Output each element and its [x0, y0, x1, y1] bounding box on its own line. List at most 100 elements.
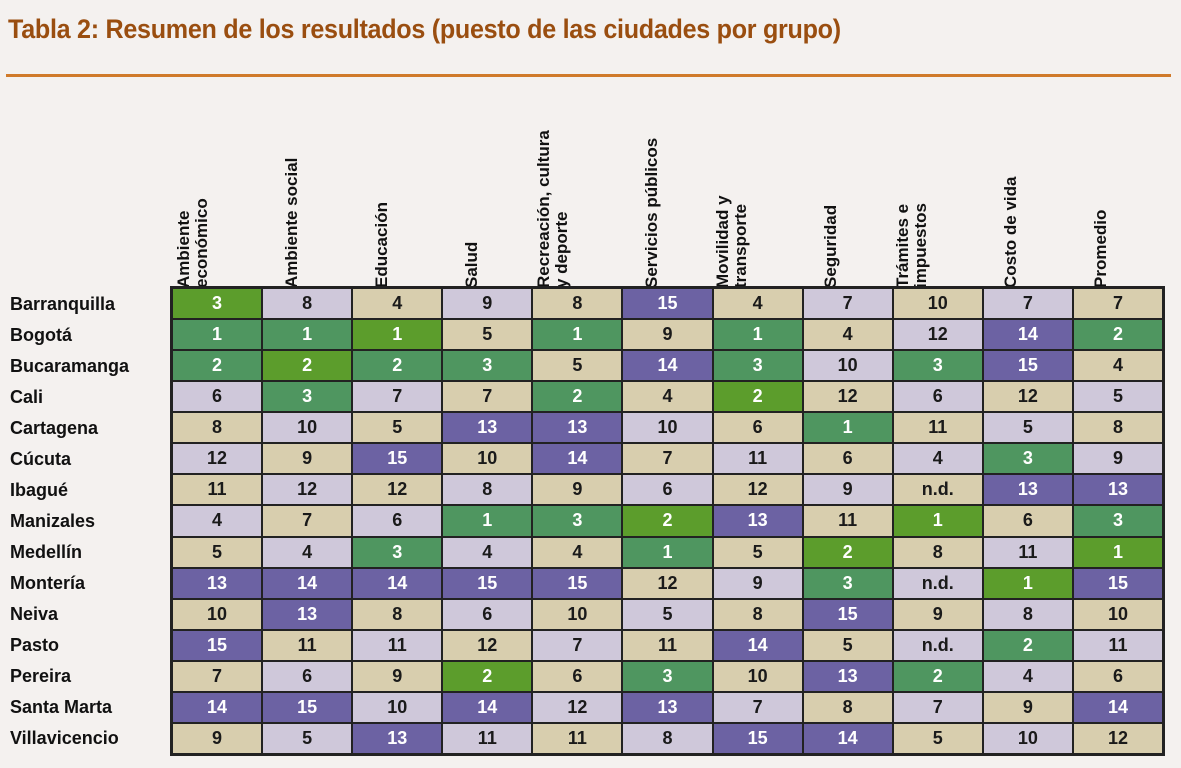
table-cell: 8: [173, 413, 262, 443]
table-cell: 15: [353, 444, 442, 474]
table-cell: 8: [353, 599, 442, 629]
table-cell: 15: [263, 692, 352, 722]
table-cell: 3: [173, 289, 262, 319]
column-header: Recreación, cultura y deporte: [533, 100, 623, 288]
table-cell: 15: [713, 723, 802, 753]
row-city-label: Bucaramanga: [10, 356, 130, 376]
table-cell: 4: [443, 537, 532, 567]
table-cell: 10: [803, 351, 892, 381]
table-cell: 14: [533, 444, 622, 474]
table-cell: 2: [713, 382, 802, 412]
table-cell: 5: [443, 320, 532, 350]
column-header: Ambiente económico: [173, 100, 263, 288]
table-cell: 13: [623, 692, 712, 722]
table-cell: 10: [1073, 599, 1162, 629]
table-cell: 12: [1073, 723, 1162, 753]
column-header: Movilidad y transporte: [712, 100, 802, 288]
column-header-label: Movilidad y transporte: [713, 195, 751, 288]
table-cell: 9: [353, 661, 442, 691]
table-cell: 2: [443, 661, 532, 691]
table-cell: 9: [443, 289, 532, 319]
table-cell: 2: [173, 351, 262, 381]
table-cell: 14: [1073, 692, 1162, 722]
table-cell: 13: [803, 661, 892, 691]
table-cell: n.d.: [893, 630, 982, 660]
row-city-label: Ibagué: [10, 480, 69, 500]
table-cell: 14: [983, 320, 1072, 350]
table-cell: 2: [353, 351, 442, 381]
table-cell: 12: [443, 630, 532, 660]
table-cell: 4: [533, 537, 622, 567]
column-header-label: Servicios públicos: [641, 137, 661, 288]
table-cell: 13: [443, 413, 532, 443]
table-cell: n.d.: [893, 568, 982, 598]
table-cell: 6: [1073, 661, 1162, 691]
table-cell: 12: [353, 475, 442, 505]
table-cell: 11: [983, 537, 1072, 567]
table-cell: 4: [623, 382, 712, 412]
table-cell: 12: [983, 382, 1072, 412]
table-cell: n.d.: [893, 475, 982, 505]
table-cell: 2: [533, 382, 622, 412]
table-cell: 6: [443, 599, 532, 629]
column-header-label: Trámites e impuestos: [893, 202, 931, 288]
row-city-label: Villavicencio: [10, 728, 119, 748]
table-cell: 11: [623, 630, 712, 660]
table-cell: 15: [623, 289, 712, 319]
table-cell: 12: [263, 475, 352, 505]
table-cell: 6: [353, 506, 442, 536]
table-cell: 4: [803, 320, 892, 350]
column-header-label: Ambiente económico: [174, 198, 211, 288]
column-header-label: Recreación, cultura y deporte: [533, 130, 571, 288]
table-cell: 1: [1073, 537, 1162, 567]
table-cell: 7: [533, 630, 622, 660]
table-cell: 15: [803, 599, 892, 629]
table-cell: 12: [803, 382, 892, 412]
table-cell: 12: [713, 475, 802, 505]
table-cell: 11: [1073, 630, 1162, 660]
row-city-label: Medellín: [10, 542, 83, 562]
table-cell: 15: [173, 630, 262, 660]
table-cell: 2: [263, 351, 352, 381]
table-cell: 7: [353, 382, 442, 412]
table-cell: 3: [533, 506, 622, 536]
table-cell: 1: [713, 320, 802, 350]
table-cell: 7: [623, 444, 712, 474]
table-title: Tabla 2: Resumen de los resultados (pues…: [8, 14, 841, 44]
table-cell: 7: [1073, 289, 1162, 319]
table-cell: 8: [263, 289, 352, 319]
row-city-label: Cartagena: [10, 418, 99, 438]
table-cell: 5: [893, 723, 982, 753]
table-cell: 12: [173, 444, 262, 474]
column-header: Seguridad: [802, 100, 892, 288]
table-cell: 10: [893, 289, 982, 319]
table-cell: 14: [443, 692, 532, 722]
table-cell: 3: [713, 351, 802, 381]
row-city-label: Barranquilla: [10, 294, 116, 314]
table-cell: 8: [533, 289, 622, 319]
table-cell: 4: [353, 289, 442, 319]
table-cell: 10: [443, 444, 532, 474]
table-cell: 2: [983, 630, 1072, 660]
table-cell: 10: [263, 413, 352, 443]
table-cell: 12: [893, 320, 982, 350]
table-cell: 8: [893, 537, 982, 567]
column-header-label: Ambiente social: [281, 157, 301, 288]
table-cell: 4: [983, 661, 1072, 691]
row-city-label: Neiva: [10, 604, 59, 624]
table-cell: 4: [893, 444, 982, 474]
table-cell: 14: [803, 723, 892, 753]
table-cell: 13: [713, 506, 802, 536]
table-cell: 11: [893, 413, 982, 443]
table-cell: 10: [353, 692, 442, 722]
column-header: Servicios públicos: [623, 100, 713, 288]
table-cell: 10: [623, 413, 712, 443]
table-cell: 11: [173, 475, 262, 505]
table-cell: 3: [983, 444, 1072, 474]
table-cell: 11: [263, 630, 352, 660]
table-cell: 11: [713, 444, 802, 474]
table-cell: 8: [803, 692, 892, 722]
table-cell: 10: [713, 661, 802, 691]
table-cell: 9: [533, 475, 622, 505]
row-city-label: Pasto: [10, 635, 60, 655]
